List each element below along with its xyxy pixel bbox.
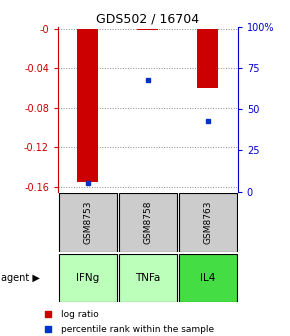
Text: percentile rank within the sample: percentile rank within the sample — [61, 325, 214, 334]
Text: TNFa: TNFa — [135, 273, 161, 283]
Bar — [119, 194, 177, 252]
Bar — [77, 29, 99, 182]
Bar — [59, 194, 117, 252]
Text: GSM8753: GSM8753 — [84, 201, 93, 244]
Text: GSM8758: GSM8758 — [143, 201, 153, 244]
Bar — [179, 254, 237, 302]
Text: IFNg: IFNg — [76, 273, 99, 283]
Text: IL4: IL4 — [200, 273, 215, 283]
Text: GSM8763: GSM8763 — [203, 201, 212, 244]
Bar — [179, 194, 237, 252]
Bar — [59, 254, 117, 302]
Title: GDS502 / 16704: GDS502 / 16704 — [96, 13, 200, 26]
Bar — [137, 29, 158, 30]
Text: log ratio: log ratio — [61, 310, 99, 319]
Text: agent ▶: agent ▶ — [1, 273, 40, 283]
Bar — [197, 29, 218, 88]
Bar — [119, 254, 177, 302]
